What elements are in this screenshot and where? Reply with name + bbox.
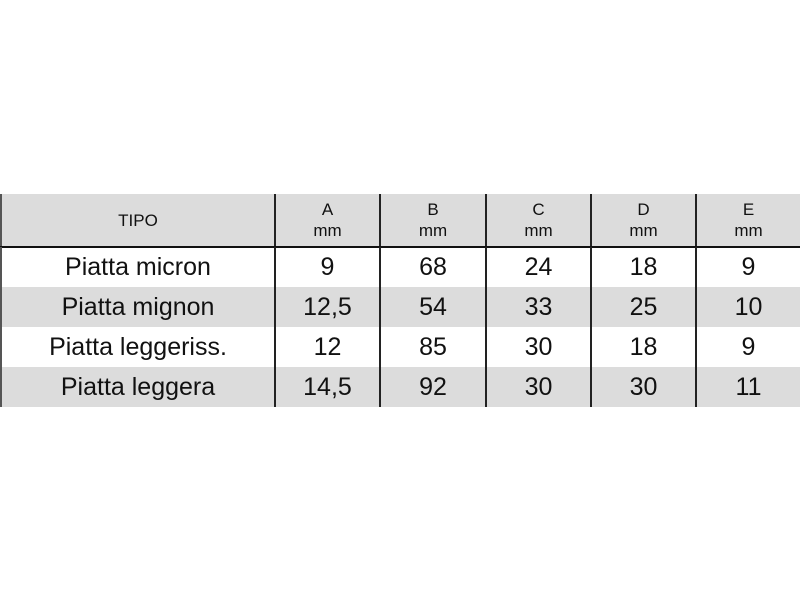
header-letter: C — [532, 200, 545, 219]
cell-c: 30 — [485, 327, 590, 367]
cell-c: 33 — [485, 287, 590, 327]
header-letter: E — [742, 200, 755, 219]
cell-b: 68 — [379, 247, 485, 287]
cell-tipo: Piatta leggeriss. — [0, 327, 274, 367]
cell-c: 30 — [485, 367, 590, 407]
cell-c: 24 — [485, 247, 590, 287]
header-tipo: TIPO — [0, 194, 274, 246]
cell-e: 10 — [695, 287, 800, 327]
header-unit: mm — [734, 221, 763, 240]
cell-tipo: Piatta micron — [0, 247, 274, 287]
table-row: Piatta mignon 12,5 54 33 25 10 — [0, 287, 800, 327]
header-unit: mm — [313, 221, 342, 240]
header-unit: mm — [418, 221, 448, 240]
table-row: Piatta leggera 14,5 92 30 30 11 — [0, 367, 800, 407]
cell-a: 9 — [274, 247, 379, 287]
cell-d: 18 — [590, 247, 695, 287]
cell-tipo: Piatta leggera — [0, 367, 274, 407]
cell-e: 9 — [695, 327, 800, 367]
cell-e: 9 — [695, 247, 800, 287]
table-row: Piatta leggeriss. 12 85 30 18 9 — [0, 327, 800, 367]
cell-a: 12 — [274, 327, 379, 367]
cell-a: 14,5 — [274, 367, 379, 407]
header-unit: mm — [524, 221, 553, 240]
cell-b: 85 — [379, 327, 485, 367]
cell-d: 25 — [590, 287, 695, 327]
cell-b: 92 — [379, 367, 485, 407]
cell-e: 11 — [695, 367, 800, 407]
cell-d: 30 — [590, 367, 695, 407]
header-letter: D — [637, 200, 650, 219]
cell-a: 12,5 — [274, 287, 379, 327]
cell-b: 54 — [379, 287, 485, 327]
cell-tipo: Piatta mignon — [0, 287, 274, 327]
header-letter: A — [321, 200, 334, 219]
header-unit: mm — [629, 221, 658, 240]
header-letter: B — [427, 200, 439, 219]
table-row: Piatta micron 9 68 24 18 9 — [0, 247, 800, 287]
cell-d: 18 — [590, 327, 695, 367]
